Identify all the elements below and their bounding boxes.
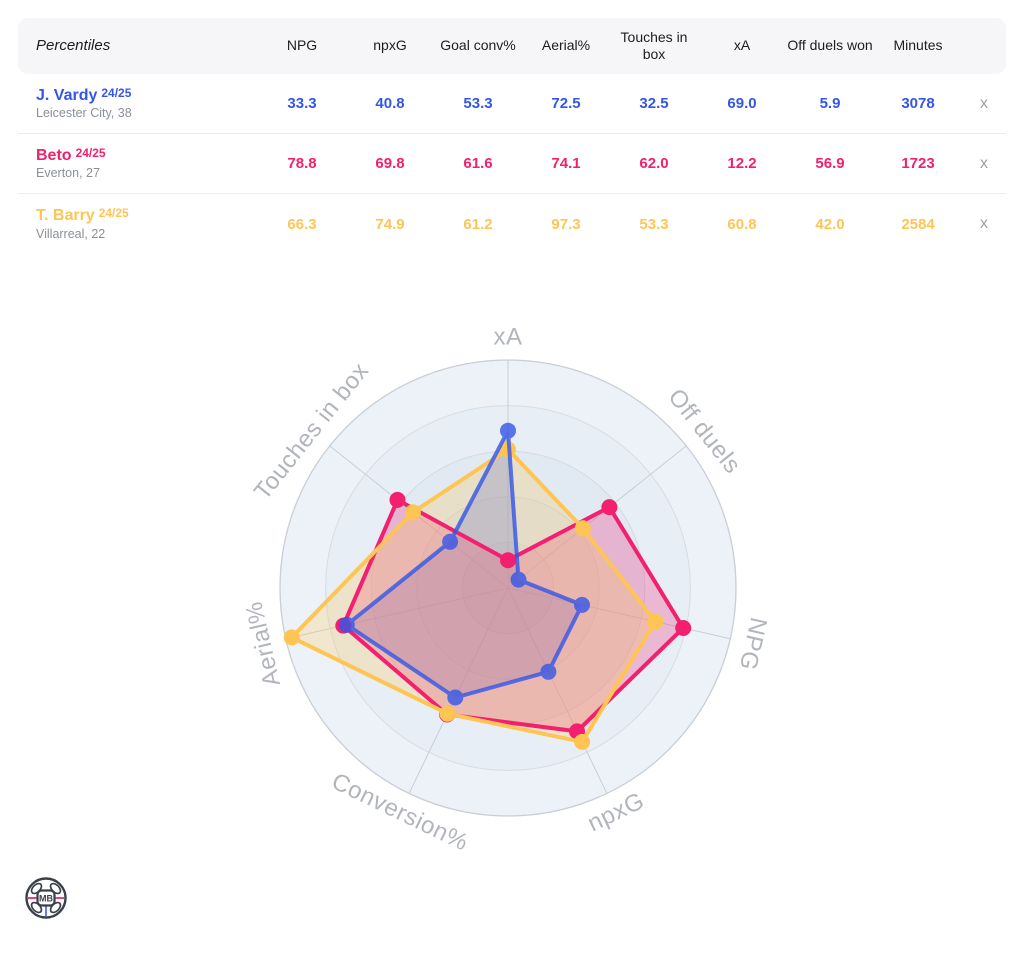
mb-logo: MB [24, 876, 68, 920]
radar-point-off-duels [510, 571, 527, 588]
column-header-npxg: npxG [373, 37, 407, 54]
player-season: 24/25 [101, 85, 132, 100]
radar-point-conversion [447, 689, 464, 706]
stat-value-minutes: 2584 [901, 215, 935, 233]
stat-value-goal-conv: 53.3 [463, 95, 493, 112]
radar-point-npxg [574, 733, 591, 750]
radar-point-npxg [540, 663, 557, 680]
player-name: J. Vardy [36, 86, 98, 104]
axis-label-aerial: Aerial% [240, 599, 286, 689]
table-body: J. Vardy 24/25 Leicester City, 38 33.3 40.8 5… [18, 74, 1006, 254]
stat-value-xa: 69.0 [727, 95, 757, 112]
column-header-minutes: Minutes [893, 37, 943, 54]
stat-value-npxg: 74.9 [375, 215, 405, 233]
player-subtitle: Leicester City, 38 [36, 106, 132, 121]
radar-series-t-barry-24-25 [283, 441, 664, 750]
stat-value-xa: 12.2 [727, 155, 757, 172]
column-header-xa: xA [733, 37, 751, 54]
radar-point-touches-in-box [389, 491, 406, 508]
logo-badge [36, 889, 56, 907]
table-row-beto: Beto 24/25 Everton, 27 78.8 69.8 61.6 74.1 62.0… [18, 134, 1006, 194]
stat-value-touches-in-box: 53.3 [639, 215, 669, 233]
column-header-off-duels-won: Off duels won [787, 37, 873, 54]
remove-player-button[interactable]: x [980, 154, 988, 172]
table-header-row: Percentiles NPG npxG Goal conv% Aerial% Touc… [18, 18, 1006, 74]
player-cell: J. Vardy 24/25 Leicester City, 38 [18, 86, 258, 121]
player-cell: Beto 24/25 Everton, 27 [18, 146, 258, 181]
radar-point-off-duels [601, 499, 618, 516]
stat-value-npg: 78.8 [287, 155, 317, 172]
radar-line [341, 497, 686, 734]
stat-value-xa: 60.8 [727, 215, 757, 233]
remove-player-button[interactable]: x [980, 94, 988, 112]
player-season: 24/25 [98, 206, 129, 221]
radar-area-j-vardy-24-25 [346, 430, 582, 698]
column-header-npg: NPG [286, 37, 318, 54]
stat-value-touches-in-box: 62.0 [639, 155, 669, 172]
radar-point-npg [675, 620, 692, 636]
player-name: T. Barry [36, 207, 95, 225]
radar-point-touches-in-box [442, 533, 459, 550]
player-cell: T. Barry 24/25 Villarreal, 22 [18, 206, 258, 241]
stat-value-off-duels-won: 5.9 [819, 95, 841, 112]
column-header-goal-conv: Goal conv% [440, 37, 516, 54]
table-title: Percentiles [36, 36, 111, 54]
radar-spoke-npxg [507, 587, 608, 794]
stat-value-npg: 66.3 [287, 215, 317, 233]
stat-value-goal-conv: 61.2 [463, 215, 493, 233]
radar-area-t-barry-24-25 [291, 449, 656, 742]
stat-value-npxg: 69.8 [375, 155, 405, 172]
stat-value-npxg: 40.8 [375, 95, 405, 112]
stat-value-minutes: 3078 [901, 95, 935, 112]
radar-point-npg [647, 613, 664, 630]
radar-spoke-aerial [285, 587, 509, 640]
stat-value-aerial: 72.5 [551, 95, 581, 112]
stat-value-minutes: 1723 [901, 155, 935, 172]
radar-point-xa [500, 422, 516, 439]
percentiles-table: Percentiles NPG npxG Goal conv% Aerial% Touc… [18, 18, 1006, 254]
radar-spoke-off-duels [507, 445, 687, 589]
stat-value-npg: 33.3 [287, 95, 317, 112]
radar-point-conversion [439, 705, 456, 722]
radar-line [289, 447, 658, 744]
stat-value-aerial: 97.3 [551, 215, 581, 233]
mb-logo-graphic: MB [25, 877, 67, 919]
player-subtitle: Villarreal, 22 [36, 226, 106, 241]
table-row-t-barry: T. Barry 24/25 Villarreal, 22 66.3 74.9 61.2 9… [18, 194, 1006, 254]
axis-label-npg: NPG [734, 615, 772, 673]
radar-point-off-duels [574, 520, 591, 537]
axis-label-xa: xA [493, 323, 522, 350]
radar-point-xa [500, 552, 516, 569]
player-name: Beto [36, 146, 72, 164]
radar-line [344, 428, 584, 700]
stat-value-off-duels-won: 42.0 [815, 215, 845, 233]
radar-point-touches-in-box [405, 504, 421, 521]
column-header-touches-in-box: Touches in box [620, 28, 688, 63]
remove-player-button[interactable]: x [980, 215, 988, 232]
stat-value-goal-conv: 61.6 [463, 155, 493, 172]
stat-value-touches-in-box: 32.5 [639, 95, 669, 112]
radar-point-npg [574, 596, 590, 613]
stat-value-aerial: 74.1 [551, 155, 581, 172]
column-header-aerial: Aerial% [541, 37, 591, 54]
radar-series-j-vardy-24-25 [338, 422, 590, 706]
stat-value-off-duels-won: 56.9 [815, 155, 845, 172]
radar-spoke-npg [507, 587, 731, 640]
logo-text: MB [39, 894, 53, 904]
player-subtitle: Everton, 27 [36, 166, 100, 181]
table-row-j-vardy: J. Vardy 24/25 Leicester City, 38 33.3 40.8 5… [18, 74, 1006, 134]
player-season: 24/25 [75, 145, 106, 160]
radar-point-aerial [283, 629, 300, 646]
radar-point-aerial [338, 616, 355, 633]
